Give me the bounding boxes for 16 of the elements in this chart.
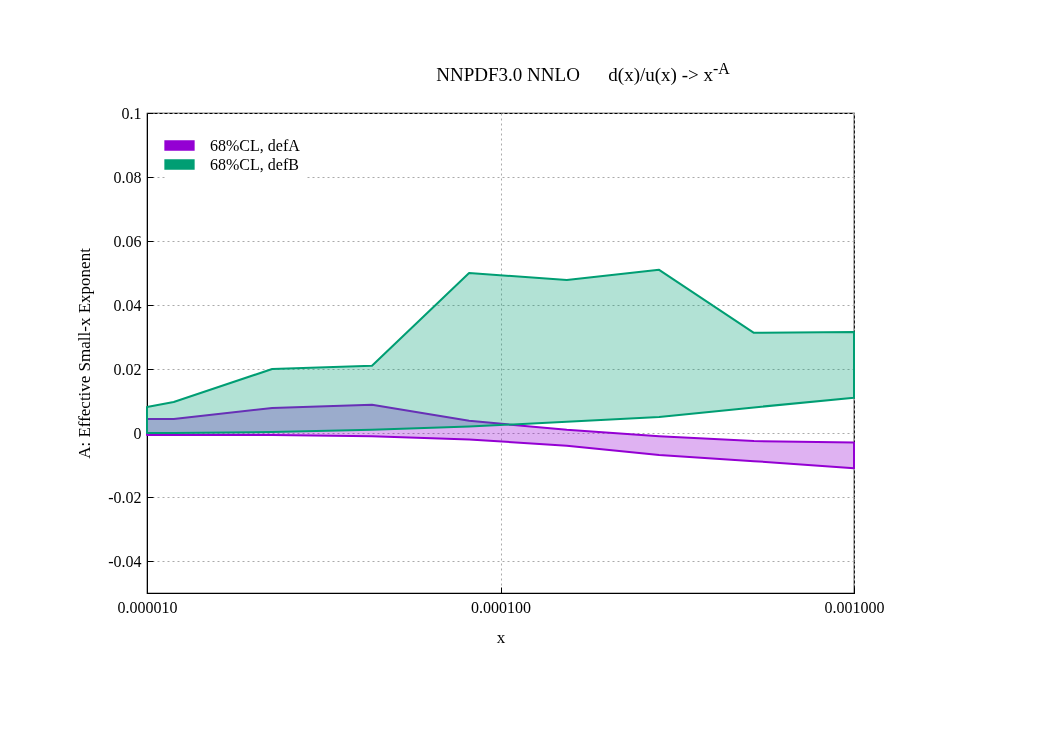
legend-label: 68%CL, defA: [210, 136, 301, 154]
x-tick-label: 0.001000: [824, 598, 885, 616]
x-tick-label: 0.000100: [471, 598, 531, 616]
y-tick-label: 0.1: [121, 104, 142, 122]
chart-title: NNPDF3.0 NNLO d(x)/u(x) -> x$^{-A}$: [435, 60, 731, 87]
y-tick-label: 0.08: [113, 168, 142, 186]
y-tick-label: 0.04: [113, 296, 142, 314]
y-tick-label: 0.06: [113, 232, 142, 250]
x-axis-title: x: [496, 627, 506, 647]
y-tick-label: 0.02: [113, 360, 142, 378]
y-tick-label: -0.04: [108, 552, 142, 570]
y-tick-label: -0.02: [108, 488, 142, 506]
x-tick-label: 0.000010: [117, 598, 178, 616]
y-axis-title: A: Effective Small-x Exponent: [75, 247, 95, 459]
legend-label: 68%CL, defB: [210, 155, 299, 173]
y-tick-label: 0: [133, 424, 142, 442]
